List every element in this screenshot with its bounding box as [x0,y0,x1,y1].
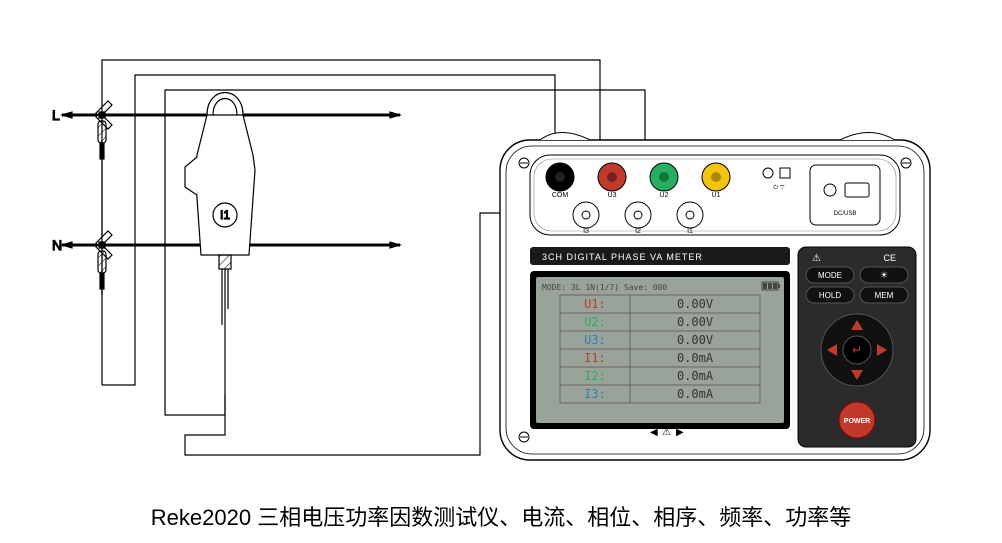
btn-hold[interactable]: HOLD [819,291,841,300]
meter-title: 3CH DIGITAL PHASE VA METER [542,252,703,262]
svg-text:⚠: ⚠ [662,427,671,438]
svg-text:U2:: U2: [584,315,606,329]
lcd-status: MODE: 3L 1N(1/7) Save: 000 [542,283,667,292]
btn-mode[interactable]: MODE [818,271,842,280]
svg-text:POWER: POWER [844,418,870,425]
diagram-stage: L N [0,0,1002,543]
svg-text:0.0mA: 0.0mA [677,369,714,383]
dpad[interactable]: ↵ [821,314,893,386]
svg-text:0.0mA: 0.0mA [677,387,714,401]
svg-text:↵: ↵ [852,343,862,357]
svg-text:0.00V: 0.00V [677,333,713,347]
svg-text:I3: I3 [583,228,589,235]
svg-text:I2: I2 [635,228,641,235]
svg-text:U3:: U3: [584,333,606,347]
clamp-label: I1 [220,208,230,222]
svg-text:0.0mA: 0.0mA [677,351,714,365]
svg-text:I1:: I1: [584,351,606,365]
btn-mem[interactable]: MEM [875,291,894,300]
lcd-screen: MODE: 3L 1N(1/7) Save: 000 U1: 0.00V U2:… [530,271,790,438]
svg-text:0.00V: 0.00V [677,297,713,311]
svg-text:I3:: I3: [584,387,606,401]
svg-text:U1: U1 [712,192,721,199]
svg-text:COM: COM [552,192,569,199]
meter-device: COM U3 U2 U1 I3 I2 I1 ⏻ ▽ DC/USB 3CH DIG… [500,133,930,461]
svg-text:U1:: U1: [584,297,606,311]
svg-text:▶: ▶ [676,427,684,438]
svg-text:CE: CE [883,253,896,263]
svg-text:⏻ ▽: ⏻ ▽ [773,184,784,191]
control-panel: ⚠ CE MODE ☀ HOLD MEM ↵ [798,247,916,447]
svg-text:I1: I1 [687,228,693,235]
caption-text: Reke2020 三相电压功率因数测试仪、电流、相位、相序、频率、功率等 [0,500,1002,532]
line-L-label: L [52,107,60,123]
svg-text:DC/USB: DC/USB [834,211,857,217]
clip-N [96,231,112,385]
power-button[interactable]: POWER [839,402,875,438]
svg-text:⚠: ⚠ [812,253,821,264]
svg-text:0.00V: 0.00V [677,315,713,329]
svg-text:◀: ◀ [650,427,658,438]
svg-text:U3: U3 [608,192,617,199]
btn-bright[interactable]: ☀ [880,270,888,280]
current-clamp: I1 [185,93,255,406]
svg-text:U2: U2 [660,192,669,199]
svg-text:I2:: I2: [584,369,606,383]
